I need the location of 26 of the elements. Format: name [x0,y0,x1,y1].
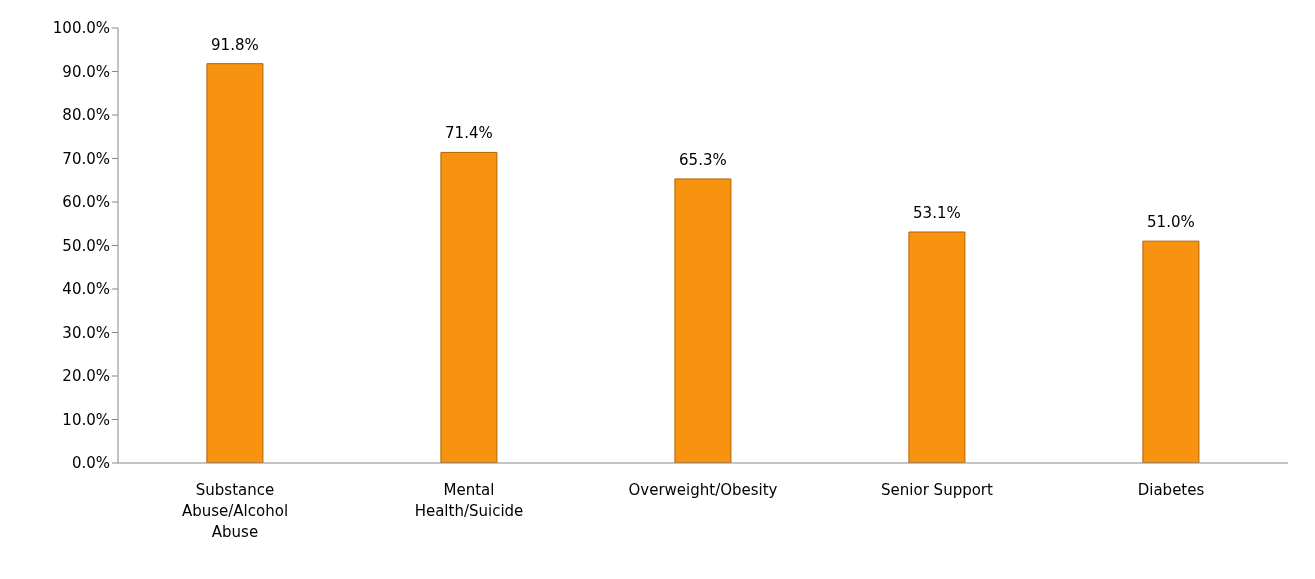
data-label: 65.3% [679,150,727,169]
y-tick-label: 20.0% [62,367,110,386]
x-tick-label: Overweight/Obesity [628,481,778,499]
data-label: 53.1% [913,204,961,223]
y-tick-label: 0.0% [71,454,110,473]
bar [206,63,264,463]
bar [908,231,966,463]
y-tick-label: 60.0% [62,193,110,212]
y-tick-label: 50.0% [62,236,110,255]
y-tick-label: 80.0% [62,106,110,125]
data-label: 51.0% [1147,213,1195,232]
x-tick-label: Senior Support [881,481,994,499]
x-tick-label: Mental Health/Suicide [414,481,524,520]
bar [674,178,732,463]
y-tick-label: 70.0% [62,149,110,168]
y-tick-label: 10.0% [62,410,110,429]
x-tick-label: Diabetes [1137,481,1205,499]
y-tick-label: 100.0% [52,19,110,38]
y-tick-label: 30.0% [62,323,110,342]
x-tick-label: Substance Abuse/Alcohol Abuse [181,481,289,541]
bar [1142,240,1200,463]
data-label: 91.8% [211,35,259,54]
y-tick-label: 90.0% [62,62,110,81]
bar [440,151,498,463]
data-label: 71.4% [445,124,493,143]
y-tick-label: 40.0% [62,280,110,299]
